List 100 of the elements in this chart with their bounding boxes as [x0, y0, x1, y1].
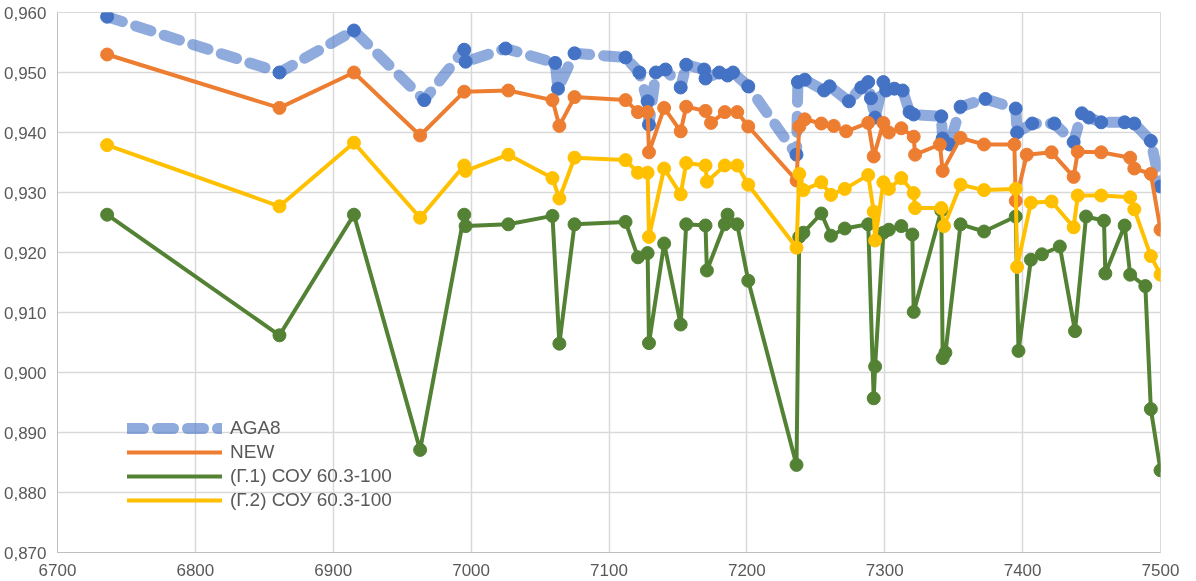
point [272, 65, 287, 80]
point [679, 57, 694, 72]
point [272, 328, 287, 343]
point [1117, 218, 1132, 233]
point [908, 201, 923, 216]
point [935, 163, 950, 178]
point [413, 128, 428, 143]
point [346, 65, 361, 80]
point [741, 273, 756, 288]
point [823, 228, 838, 243]
point [699, 263, 714, 278]
point [458, 219, 473, 234]
point [640, 165, 655, 180]
point [641, 229, 656, 244]
point [545, 171, 560, 186]
point [726, 65, 741, 80]
point [673, 187, 688, 202]
point [550, 81, 565, 96]
point [1019, 147, 1034, 162]
point [1127, 116, 1142, 131]
point [679, 99, 694, 114]
point [673, 124, 688, 139]
point [641, 336, 656, 351]
point [1023, 252, 1038, 267]
point [730, 217, 745, 232]
point [679, 156, 694, 171]
point [457, 42, 472, 57]
point [657, 100, 672, 115]
point [881, 125, 896, 140]
point [1023, 195, 1038, 210]
x-tick-label: 7400 [1003, 560, 1042, 580]
point [881, 181, 896, 196]
point [272, 100, 287, 115]
x-tick-label: 6800 [176, 560, 215, 580]
point [618, 214, 633, 229]
point [673, 80, 688, 95]
point [552, 191, 567, 206]
point [673, 317, 688, 332]
point [1068, 324, 1083, 339]
point [797, 112, 812, 127]
point [1070, 144, 1085, 159]
point [1123, 190, 1138, 205]
point [1007, 137, 1022, 152]
point [457, 84, 472, 99]
point [839, 124, 854, 139]
point [953, 217, 968, 232]
point [501, 147, 516, 162]
point [1123, 267, 1138, 282]
point [1143, 402, 1158, 417]
point [100, 12, 115, 24]
point [698, 218, 713, 233]
point [1044, 145, 1059, 160]
point [895, 83, 910, 98]
point [1127, 202, 1142, 217]
point [1070, 188, 1085, 203]
point [346, 135, 361, 150]
point [100, 47, 115, 62]
point [894, 219, 909, 234]
x-tick-label: 7300 [865, 560, 904, 580]
point [792, 166, 807, 181]
point [548, 55, 563, 70]
point [618, 153, 633, 168]
legend-label: AGA8 [230, 417, 281, 439]
point [346, 207, 361, 222]
point [741, 177, 756, 192]
point [618, 93, 633, 108]
y-tick-label: 0,940 [3, 123, 47, 143]
point [545, 208, 560, 223]
point [501, 83, 516, 98]
point [876, 115, 891, 130]
point [698, 103, 713, 118]
point [741, 79, 756, 94]
point [953, 177, 968, 192]
point [741, 119, 756, 134]
point [906, 129, 921, 144]
y-tick-label: 0,930 [3, 183, 47, 203]
x-tick-label: 6900 [314, 560, 353, 580]
point [1143, 166, 1158, 181]
point [1138, 279, 1153, 294]
point [953, 130, 968, 145]
point [1066, 169, 1081, 184]
point [657, 161, 672, 176]
point [679, 217, 694, 232]
point [866, 391, 881, 406]
point [567, 150, 582, 165]
point [1008, 101, 1023, 116]
point [894, 121, 909, 136]
point [861, 168, 876, 183]
point [837, 221, 852, 236]
point [1079, 209, 1094, 224]
y-tick-label: 0,960 [3, 3, 47, 23]
point [457, 207, 472, 222]
point [618, 50, 633, 65]
y-tick-label: 0,950 [3, 63, 47, 83]
point [717, 105, 732, 120]
point [866, 204, 881, 219]
y-tick-label: 0,890 [3, 423, 47, 443]
point [937, 219, 952, 234]
point [1143, 249, 1158, 264]
point [346, 23, 361, 38]
